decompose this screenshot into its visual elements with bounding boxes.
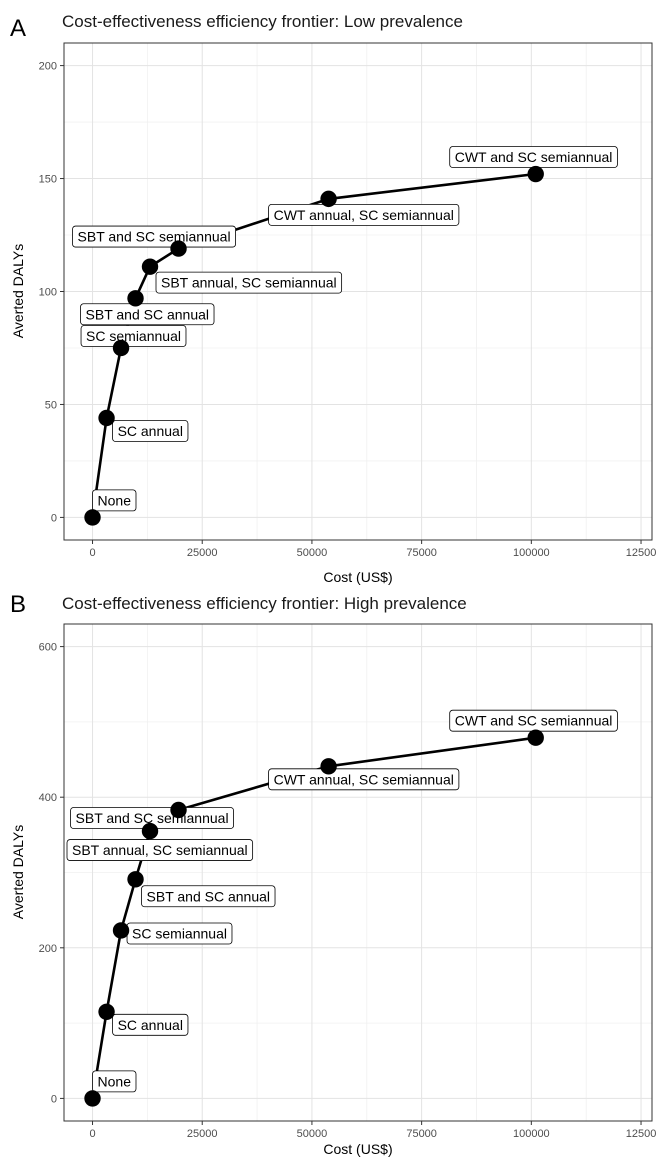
y-tick-label: 400 bbox=[39, 792, 57, 804]
x-tick-label: 75000 bbox=[406, 547, 437, 559]
x-axis-title: Cost (US$) bbox=[323, 569, 392, 585]
y-axis-title: Averted DALYs bbox=[10, 244, 26, 338]
point-label: CWT and SC semiannual bbox=[455, 149, 613, 165]
point-label-box: SBT annual, SC semiannual bbox=[66, 839, 254, 861]
x-tick-label: 100000 bbox=[513, 547, 550, 559]
point-label-box: SBT and SC semiannual bbox=[72, 225, 236, 248]
point-label-box: SBT and SC annual bbox=[80, 303, 215, 326]
point-label: CWT and SC semiannual bbox=[455, 713, 613, 729]
label-background bbox=[141, 885, 276, 908]
y-tick-label: 0 bbox=[51, 512, 57, 524]
y-axis-title: Averted DALYs bbox=[10, 825, 26, 919]
point-label: SBT and SC semiannual bbox=[76, 810, 229, 826]
panel-letter: B bbox=[10, 591, 26, 618]
label-background bbox=[80, 325, 187, 347]
label-background bbox=[112, 420, 189, 442]
data-point bbox=[141, 822, 159, 840]
chart-panel-a: A Cost-effectiveness efficiency frontier:… bbox=[10, 12, 656, 585]
data-point bbox=[98, 1003, 115, 1021]
x-tick-label: 50000 bbox=[297, 547, 328, 559]
x-tick-label: 100000 bbox=[513, 1128, 550, 1140]
point-label: None bbox=[98, 1073, 132, 1089]
data-point bbox=[112, 922, 130, 939]
y-tick-label: 200 bbox=[39, 943, 57, 955]
point-label-box: SBT annual, SC semiannual bbox=[155, 271, 343, 294]
data-point bbox=[527, 729, 544, 746]
data-point bbox=[84, 1090, 101, 1107]
data-point bbox=[127, 290, 144, 307]
point-label: SBT and SC annual bbox=[147, 888, 271, 904]
point-label-box: SC semiannual bbox=[80, 325, 187, 347]
chart-title: Cost-effectiveness efficiency frontier: … bbox=[62, 594, 467, 613]
data-point bbox=[98, 409, 115, 427]
label-background bbox=[80, 303, 215, 326]
x-tick-label: 25000 bbox=[187, 1128, 218, 1140]
point-label: SBT and SC annual bbox=[86, 306, 210, 322]
point-label: CWT annual, SC semiannual bbox=[274, 207, 454, 223]
point-label-box: None bbox=[92, 1070, 137, 1093]
data-point bbox=[141, 258, 159, 275]
data-point bbox=[320, 190, 337, 208]
x-tick-label: 50000 bbox=[297, 1128, 328, 1140]
point-label: SC annual bbox=[118, 423, 183, 439]
label-background bbox=[92, 1070, 137, 1093]
label-background bbox=[72, 225, 236, 248]
point-label: SBT annual, SC semiannual bbox=[72, 842, 248, 858]
point-label: CWT annual, SC semiannual bbox=[274, 771, 454, 787]
point-label-box: SC annual bbox=[112, 1013, 189, 1036]
point-label: None bbox=[98, 492, 132, 508]
x-tick-label: 75000 bbox=[406, 1128, 437, 1140]
point-label: SC annual bbox=[118, 1017, 183, 1033]
point-label-box: CWT and SC semiannual bbox=[449, 146, 618, 168]
point-label: SC semiannual bbox=[132, 925, 227, 941]
y-tick-label: 50 bbox=[45, 399, 57, 411]
y-tick-label: 600 bbox=[39, 642, 57, 654]
point-label-box: CWT annual, SC semiannual bbox=[268, 203, 460, 226]
x-tick-label: 12500 bbox=[626, 1128, 657, 1140]
point-label-box: SC semiannual bbox=[126, 922, 233, 945]
chart-panel-b: B Cost-effectiveness efficiency frontier:… bbox=[10, 591, 656, 1157]
y-tick-label: 150 bbox=[39, 174, 57, 186]
y-tick-label: 0 bbox=[51, 1093, 57, 1105]
point-label-box: CWT annual, SC semiannual bbox=[268, 768, 460, 791]
y-tick-label: 100 bbox=[39, 287, 57, 299]
x-tick-label: 25000 bbox=[187, 547, 218, 559]
y-tick-label: 200 bbox=[39, 61, 57, 73]
label-background bbox=[112, 1013, 189, 1036]
x-tick-label: 0 bbox=[89, 1128, 95, 1140]
plot-frame bbox=[63, 623, 653, 1122]
x-tick-label: 0 bbox=[89, 547, 95, 559]
x-tick-label: 12500 bbox=[626, 547, 657, 559]
label-background bbox=[92, 489, 137, 512]
data-point bbox=[112, 339, 130, 357]
point-label: SBT and SC semiannual bbox=[78, 229, 231, 245]
label-background bbox=[268, 768, 460, 791]
chart-title: Cost-effectiveness efficiency frontier: … bbox=[62, 12, 463, 31]
point-label-box: None bbox=[92, 489, 137, 512]
data-point bbox=[84, 509, 101, 526]
x-axis-title: Cost (US$) bbox=[323, 1141, 392, 1157]
label-background bbox=[66, 839, 254, 861]
label-background bbox=[155, 271, 343, 294]
data-point bbox=[527, 165, 544, 183]
data-point bbox=[127, 871, 144, 888]
data-point bbox=[320, 758, 337, 775]
point-label-box: SBT and SC semiannual bbox=[70, 807, 234, 829]
point-label-box: CWT and SC semiannual bbox=[449, 709, 618, 732]
point-label-box: SBT and SC annual bbox=[141, 885, 276, 908]
label-background bbox=[268, 203, 460, 226]
data-point bbox=[170, 801, 187, 819]
panel-letter: A bbox=[10, 15, 26, 42]
data-point bbox=[170, 240, 187, 257]
point-label-box: SC annual bbox=[112, 420, 189, 442]
point-label: SBT annual, SC semiannual bbox=[161, 275, 337, 291]
point-label: SC semiannual bbox=[86, 328, 181, 344]
